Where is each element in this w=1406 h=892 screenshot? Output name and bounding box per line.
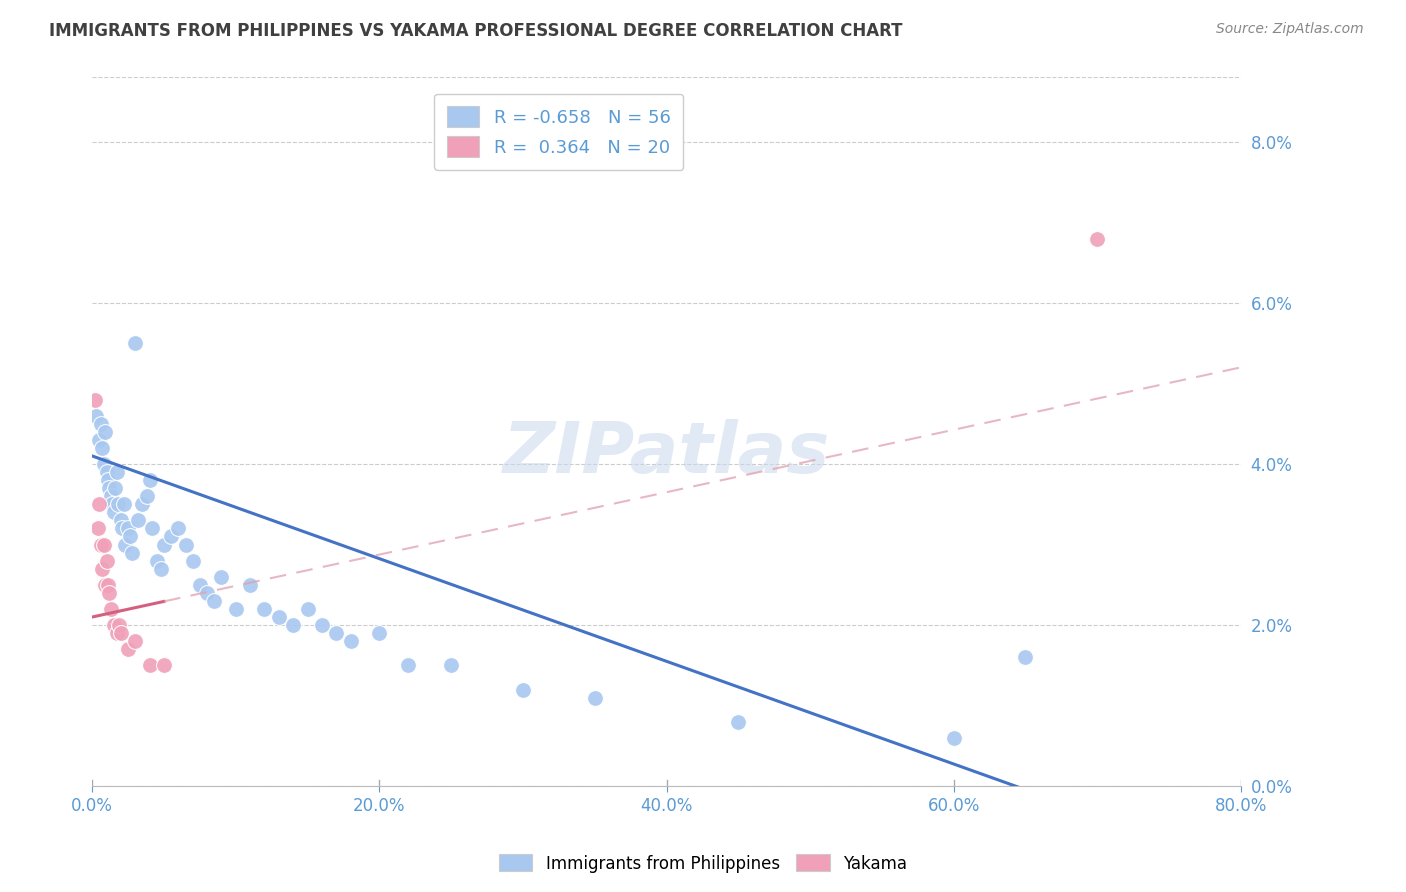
Point — [100, 602, 122, 616]
Point — [118, 529, 141, 543]
Point — [174, 537, 197, 551]
Point — [89, 433, 111, 447]
Point — [512, 682, 534, 697]
Point — [325, 626, 347, 640]
Point — [440, 658, 463, 673]
Point — [103, 505, 125, 519]
Point — [167, 521, 190, 535]
Point — [267, 610, 290, 624]
Point — [253, 602, 276, 616]
Point — [195, 586, 218, 600]
Point — [283, 618, 305, 632]
Point — [209, 570, 232, 584]
Text: Source: ZipAtlas.com: Source: ZipAtlas.com — [1216, 22, 1364, 37]
Point — [96, 554, 118, 568]
Point — [101, 497, 124, 511]
Point — [727, 714, 749, 729]
Point — [135, 489, 157, 503]
Point — [153, 658, 176, 673]
Point — [105, 626, 128, 640]
Point — [100, 489, 122, 503]
Point — [181, 554, 204, 568]
Point — [103, 618, 125, 632]
Legend: Immigrants from Philippines, Yakama: Immigrants from Philippines, Yakama — [492, 847, 914, 880]
Point — [153, 537, 176, 551]
Legend: R = -0.658   N = 56, R =  0.364   N = 20: R = -0.658 N = 56, R = 0.364 N = 20 — [434, 94, 683, 169]
Point — [141, 521, 163, 535]
Point — [1014, 650, 1036, 665]
Point — [94, 578, 117, 592]
Point — [297, 602, 319, 616]
Point — [396, 658, 419, 673]
Point — [121, 545, 143, 559]
Point — [94, 425, 117, 439]
Point — [96, 465, 118, 479]
Point — [87, 521, 110, 535]
Point — [202, 594, 225, 608]
Point — [138, 658, 160, 673]
Point — [138, 473, 160, 487]
Point — [127, 513, 149, 527]
Point — [239, 578, 262, 592]
Point — [93, 457, 115, 471]
Point — [104, 481, 127, 495]
Point — [124, 634, 146, 648]
Point — [583, 690, 606, 705]
Point — [150, 562, 173, 576]
Point — [117, 642, 139, 657]
Point — [111, 521, 134, 535]
Point — [107, 497, 129, 511]
Point — [311, 618, 333, 632]
Point — [942, 731, 965, 745]
Point — [225, 602, 247, 616]
Point — [131, 497, 153, 511]
Point — [117, 521, 139, 535]
Point — [89, 497, 111, 511]
Point — [90, 417, 112, 431]
Point — [91, 562, 114, 576]
Text: IMMIGRANTS FROM PHILIPPINES VS YAKAMA PROFESSIONAL DEGREE CORRELATION CHART: IMMIGRANTS FROM PHILIPPINES VS YAKAMA PR… — [49, 22, 903, 40]
Point — [146, 554, 169, 568]
Point — [339, 634, 361, 648]
Point — [86, 409, 108, 423]
Point — [110, 626, 132, 640]
Point — [90, 537, 112, 551]
Point — [114, 537, 136, 551]
Point — [97, 473, 120, 487]
Point — [98, 481, 121, 495]
Point — [124, 336, 146, 351]
Point — [160, 529, 183, 543]
Point — [110, 513, 132, 527]
Point — [105, 465, 128, 479]
Point — [108, 618, 131, 632]
Text: ZIPatlas: ZIPatlas — [503, 418, 830, 488]
Point — [368, 626, 391, 640]
Point — [93, 537, 115, 551]
Y-axis label: Professional Degree: Professional Degree — [0, 349, 8, 515]
Point — [112, 497, 135, 511]
Point — [1085, 231, 1108, 245]
Point — [188, 578, 211, 592]
Point — [84, 392, 107, 407]
Point — [98, 586, 121, 600]
Point — [91, 441, 114, 455]
Point — [97, 578, 120, 592]
